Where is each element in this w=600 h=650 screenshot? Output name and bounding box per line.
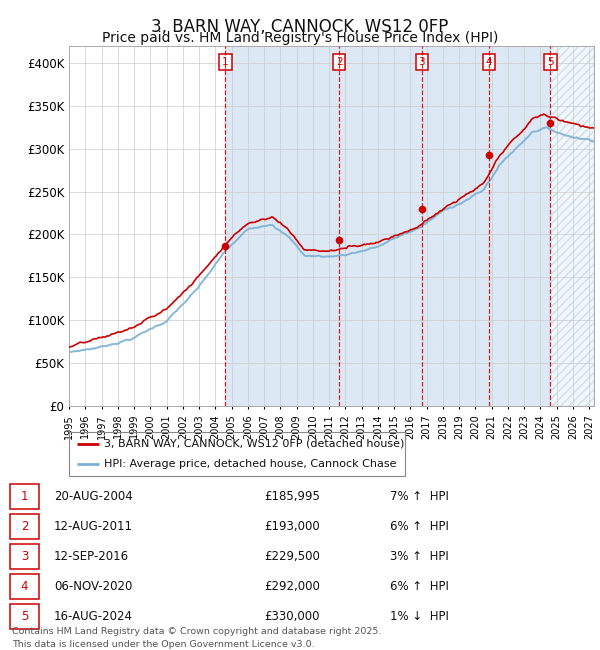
Bar bbox=[489, 46, 550, 406]
Bar bbox=[226, 46, 339, 406]
Text: Price paid vs. HM Land Registry's House Price Index (HPI): Price paid vs. HM Land Registry's House … bbox=[102, 31, 498, 46]
Text: 3: 3 bbox=[419, 57, 425, 67]
Text: 2: 2 bbox=[21, 520, 28, 533]
Text: 1: 1 bbox=[21, 490, 28, 503]
Text: 3, BARN WAY, CANNOCK, WS12 0FP (detached house): 3, BARN WAY, CANNOCK, WS12 0FP (detached… bbox=[104, 439, 404, 448]
Text: £193,000: £193,000 bbox=[264, 520, 320, 533]
Text: 06-NOV-2020: 06-NOV-2020 bbox=[54, 580, 133, 593]
Bar bbox=[339, 46, 422, 406]
Bar bbox=[550, 46, 594, 406]
Text: £330,000: £330,000 bbox=[264, 610, 320, 623]
Bar bbox=[550, 46, 594, 406]
Text: 12-AUG-2011: 12-AUG-2011 bbox=[54, 520, 133, 533]
Bar bbox=[422, 46, 489, 406]
Text: 6% ↑  HPI: 6% ↑ HPI bbox=[390, 580, 449, 593]
Text: HPI: Average price, detached house, Cannock Chase: HPI: Average price, detached house, Cann… bbox=[104, 459, 397, 469]
Text: Contains HM Land Registry data © Crown copyright and database right 2025.
This d: Contains HM Land Registry data © Crown c… bbox=[12, 627, 382, 649]
Text: 6% ↑  HPI: 6% ↑ HPI bbox=[390, 520, 449, 533]
Text: 3: 3 bbox=[21, 550, 28, 563]
Text: 20-AUG-2004: 20-AUG-2004 bbox=[54, 490, 133, 503]
Text: £229,500: £229,500 bbox=[264, 550, 320, 563]
Text: 2: 2 bbox=[336, 57, 343, 67]
Text: £292,000: £292,000 bbox=[264, 580, 320, 593]
Text: £185,995: £185,995 bbox=[264, 490, 320, 503]
Text: 3, BARN WAY, CANNOCK, WS12 0FP: 3, BARN WAY, CANNOCK, WS12 0FP bbox=[151, 18, 449, 36]
Text: 1% ↓  HPI: 1% ↓ HPI bbox=[390, 610, 449, 623]
Text: 4: 4 bbox=[21, 580, 28, 593]
Text: 3% ↑  HPI: 3% ↑ HPI bbox=[390, 550, 449, 563]
Text: 5: 5 bbox=[547, 57, 554, 67]
Text: 1: 1 bbox=[222, 57, 229, 67]
Text: 4: 4 bbox=[486, 57, 493, 67]
Text: 16-AUG-2024: 16-AUG-2024 bbox=[54, 610, 133, 623]
Text: 12-SEP-2016: 12-SEP-2016 bbox=[54, 550, 129, 563]
Text: 7% ↑  HPI: 7% ↑ HPI bbox=[390, 490, 449, 503]
Text: 5: 5 bbox=[21, 610, 28, 623]
